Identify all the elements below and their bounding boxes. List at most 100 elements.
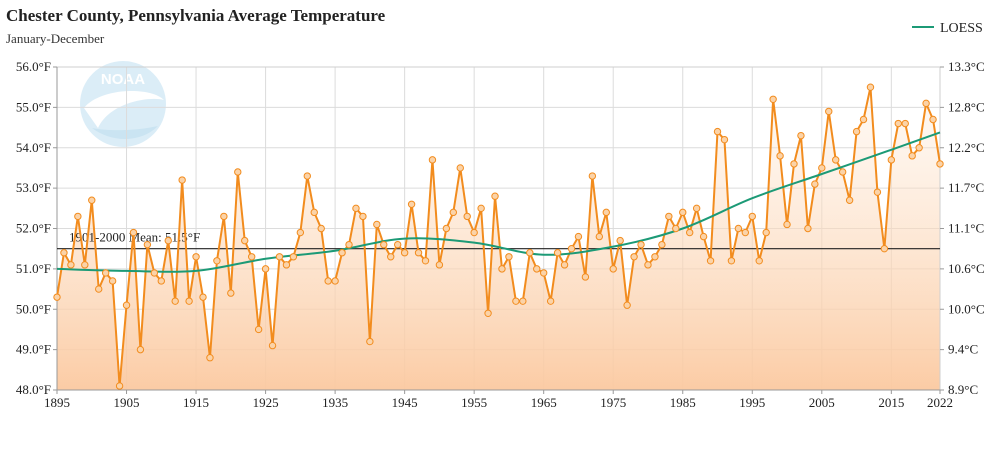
data-point[interactable] [421,257,430,265]
data-point[interactable] [213,257,221,265]
data-point[interactable] [679,208,687,217]
data-point[interactable] [366,337,374,346]
data-point[interactable] [706,257,715,265]
data-point[interactable] [512,297,520,305]
data-point[interactable] [672,224,680,233]
data-point[interactable] [338,249,346,257]
data-point[interactable] [825,107,833,116]
data-point[interactable] [699,232,708,241]
data-point[interactable] [95,285,103,293]
data-point[interactable] [456,164,464,172]
data-point[interactable] [936,160,944,168]
data-point[interactable] [345,240,353,249]
data-point[interactable] [67,261,75,269]
data-point[interactable] [491,192,499,200]
data-point[interactable] [171,297,179,305]
data-point[interactable] [400,249,409,257]
data-point[interactable] [268,341,277,350]
data-point[interactable] [852,127,861,136]
data-point[interactable] [665,212,673,221]
data-point[interactable] [387,253,395,261]
data-point[interactable] [533,265,541,273]
data-point[interactable] [866,83,875,91]
data-point[interactable] [352,204,360,213]
data-point[interactable] [790,160,798,168]
data-point[interactable] [324,277,332,285]
data-point[interactable] [275,253,284,261]
data-point[interactable] [136,345,145,354]
data-point[interactable] [241,236,249,245]
data-point[interactable] [581,273,590,281]
data-point[interactable] [331,277,339,285]
data-point[interactable] [553,249,562,257]
data-point[interactable] [484,309,492,317]
data-point[interactable] [880,244,889,253]
data-point[interactable] [192,253,200,261]
data-point[interactable] [727,257,736,265]
data-point[interactable] [435,261,444,269]
data-point[interactable] [254,325,263,334]
data-point[interactable] [115,382,124,390]
data-point[interactable] [630,253,638,261]
data-point[interactable] [595,232,604,241]
data-point[interactable] [637,240,645,249]
data-point[interactable] [407,200,416,208]
data-point[interactable] [748,212,756,221]
data-point[interactable] [393,240,402,249]
data-point[interactable] [227,289,235,297]
data-point[interactable] [929,115,937,124]
data-point[interactable] [658,240,666,249]
data-point[interactable] [143,240,152,249]
data-point[interactable] [519,297,527,305]
data-point[interactable] [539,269,548,277]
data-point[interactable] [129,228,138,237]
data-point[interactable] [60,249,68,257]
data-point[interactable] [692,204,701,213]
data-point[interactable] [289,253,298,261]
data-point[interactable] [157,277,165,285]
data-point[interactable] [574,232,583,241]
data-point[interactable] [720,135,729,144]
data-point[interactable] [81,261,89,269]
data-point[interactable] [199,293,207,301]
data-point[interactable] [567,244,576,253]
data-point[interactable] [150,269,159,277]
data-point[interactable] [310,208,318,217]
data-point[interactable] [108,277,117,285]
data-point[interactable] [644,261,652,269]
data-point[interactable] [505,253,513,261]
data-point[interactable] [887,156,896,164]
data-point[interactable] [477,204,485,213]
data-point[interactable] [686,228,694,237]
data-point[interactable] [380,240,388,249]
data-point[interactable] [247,253,256,261]
data-point[interactable] [832,156,840,164]
data-point[interactable] [74,212,82,221]
data-point[interactable] [651,253,659,261]
data-point[interactable] [859,115,868,124]
data-point[interactable] [185,297,193,305]
data-point[interactable] [261,265,270,273]
data-point[interactable] [178,176,186,184]
data-point[interactable] [498,265,506,273]
data-point[interactable] [783,220,791,229]
data-point[interactable] [164,236,172,245]
data-point[interactable] [449,208,458,217]
data-point[interactable] [53,293,61,301]
data-point[interactable] [811,180,819,188]
data-point[interactable] [282,261,291,269]
data-point[interactable] [414,249,423,257]
data-point[interactable] [818,164,826,172]
data-point[interactable] [908,152,916,160]
data-point[interactable] [609,265,617,273]
data-point[interactable] [220,212,228,221]
data-point[interactable] [463,212,471,221]
data-point[interactable] [359,212,367,221]
data-point[interactable] [526,249,534,257]
data-point[interactable] [588,172,597,180]
data-point[interactable] [470,228,478,237]
data-point[interactable] [901,119,909,128]
data-point[interactable] [838,168,847,176]
data-point[interactable] [602,208,610,217]
data-point[interactable] [101,269,110,277]
